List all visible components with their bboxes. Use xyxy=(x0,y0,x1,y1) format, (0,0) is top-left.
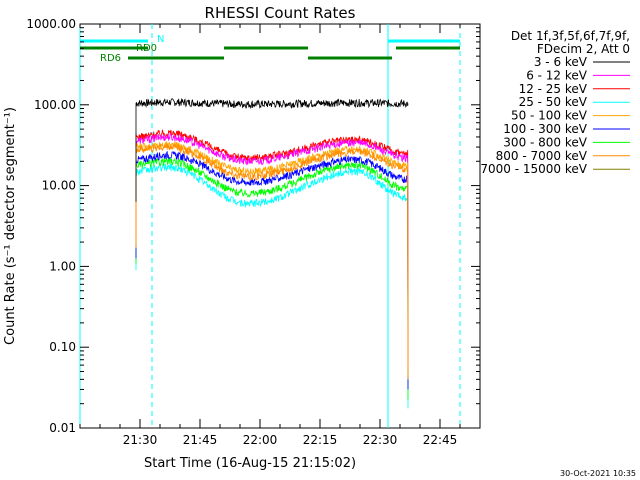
x-axis-label: Start Time (16-Aug-15 21:15:02) xyxy=(144,456,356,471)
series-line xyxy=(135,143,409,380)
legend-entry-label: 3 - 6 keV xyxy=(534,55,588,69)
legend-header-1: Det 1f,3f,5f,6f,7f,9f, xyxy=(511,29,630,43)
series-line xyxy=(135,98,409,202)
series-line xyxy=(135,129,409,364)
state-bar-label: N xyxy=(157,34,164,45)
y-tick-label: 100.00 xyxy=(34,98,76,112)
state-bar-label: RD6 xyxy=(100,53,121,64)
legend-header-2: FDecim 2, Att 0 xyxy=(537,42,630,56)
legend: Det 1f,3f,5f,6f,7f,9f, FDecim 2, Att 0 3… xyxy=(480,29,630,176)
series-line xyxy=(135,156,409,400)
y-tick-label: 10.00 xyxy=(42,179,76,193)
legend-entry-label: 7000 - 15000 keV xyxy=(480,162,587,176)
x-tick-label: 21:30 xyxy=(123,433,158,447)
y-tick-label: 0.10 xyxy=(49,340,76,354)
series-lines xyxy=(135,98,409,409)
plot-frame xyxy=(79,23,481,429)
x-axis: 21:30 21:45 22:00 22:15 22:30 22:45 xyxy=(79,24,481,447)
footer-timestamp: 30-Oct-2021 10:35 xyxy=(560,469,636,478)
y-tick-label: 1000.00 xyxy=(26,17,76,31)
series-line xyxy=(135,141,409,376)
chart-title: RHESSI Count Rates xyxy=(205,4,356,22)
x-tick-label: 21:45 xyxy=(183,433,218,447)
x-tick-label: 22:15 xyxy=(303,433,338,447)
x-tick-label: 22:00 xyxy=(243,433,278,447)
legend-entry-label: 50 - 100 keV xyxy=(511,109,588,123)
y-tick-label: 1.00 xyxy=(49,259,76,273)
x-tick-label: 22:30 xyxy=(363,433,398,447)
series-line xyxy=(135,132,409,369)
y-axis: 0.01 0.10 1.00 10.00 100.00 1000.00 xyxy=(26,17,480,435)
y-tick-label: 0.01 xyxy=(49,421,76,435)
legend-entry-label: 300 - 800 keV xyxy=(503,135,587,149)
vertical-markers xyxy=(79,24,461,428)
state-bar-label: RD0 xyxy=(136,43,157,54)
legend-entry-label: 100 - 300 keV xyxy=(503,122,587,136)
x-tick-label: 22:45 xyxy=(423,433,458,447)
y-axis-label: Count Rate (s⁻¹ detector segment⁻¹) xyxy=(3,107,18,345)
legend-entry-label: 800 - 7000 keV xyxy=(496,149,588,163)
legend-entry-label: 12 - 25 keV xyxy=(519,82,588,96)
series-line xyxy=(135,150,409,390)
legend-entry-label: 6 - 12 keV xyxy=(526,68,588,82)
series-line xyxy=(135,162,409,409)
legend-entry-label: 25 - 50 keV xyxy=(519,95,588,109)
